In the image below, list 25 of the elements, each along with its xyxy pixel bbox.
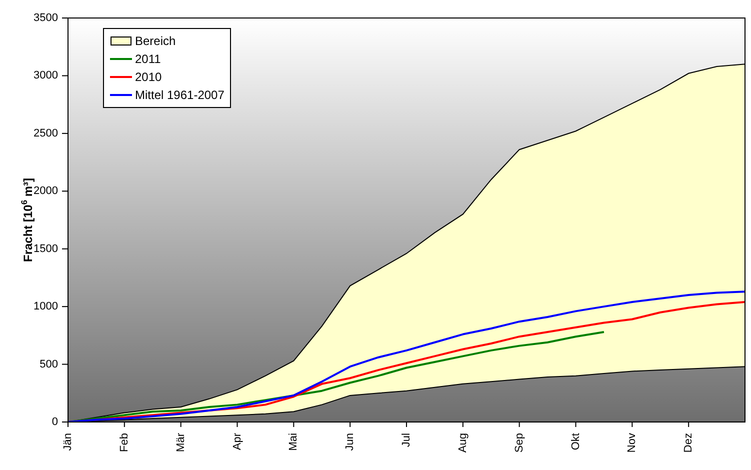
x-tick-label: Dez	[682, 433, 695, 453]
line-series	[68, 330, 605, 422]
x-tick-label: Mai	[288, 433, 300, 451]
y-tick-label: 1000	[34, 300, 58, 313]
x-tick-label: Nov	[626, 432, 638, 453]
x-tick-label: Apr	[231, 432, 244, 450]
y-tick-label: 3000	[34, 70, 58, 82]
legend-label: 2010	[135, 69, 162, 86]
y-tick-label: 2500	[34, 127, 58, 140]
y-tick-label: 3500	[34, 12, 58, 24]
x-tick-label: Okt	[570, 433, 582, 450]
legend-label: Mittel 1961-2007	[135, 87, 224, 104]
x-tick-label: Aug	[456, 433, 469, 453]
x-tick-label: Jän	[62, 433, 74, 451]
y-tick-label: 1500	[34, 242, 58, 255]
x-tick-label: Jul	[400, 433, 412, 448]
y-tick-label: 2000	[34, 185, 58, 198]
x-tick-label: Mär	[174, 432, 187, 452]
y-tick-label: 0	[52, 416, 58, 428]
x-tick-label: Jun	[344, 433, 356, 451]
legend-label: Bereich	[135, 33, 176, 50]
x-tick-label: Feb	[118, 433, 130, 452]
x-tick-label: Sep	[513, 433, 526, 453]
legend-label: 2011	[135, 51, 161, 68]
y-tick-label: 500	[40, 358, 58, 370]
